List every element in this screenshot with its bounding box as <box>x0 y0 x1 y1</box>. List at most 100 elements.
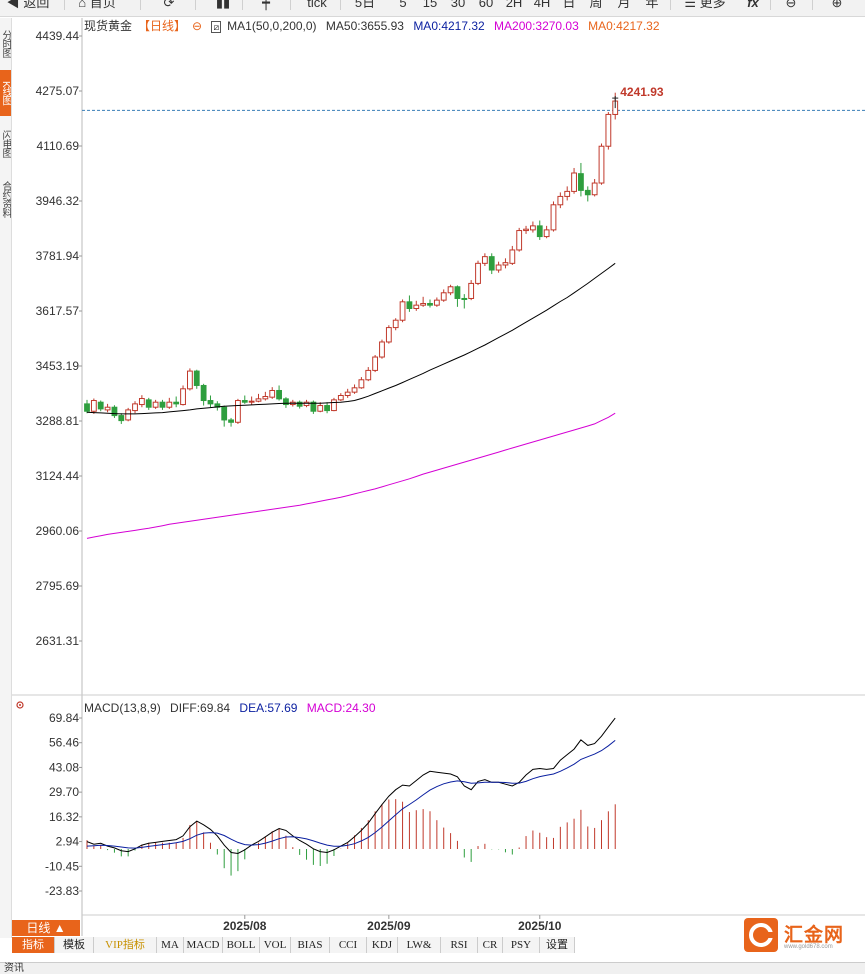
candle <box>152 399 159 409</box>
candle-body-down <box>173 401 180 405</box>
zoom-out-button[interactable]: ⊖ <box>780 0 802 16</box>
candle <box>255 393 262 403</box>
brand-logo-mark <box>744 918 778 952</box>
more-button[interactable]: ☰ 更多 <box>680 0 730 16</box>
tab-bias[interactable]: BIAS <box>291 937 330 953</box>
candle <box>166 397 173 409</box>
period-4h-button[interactable]: 4H <box>533 0 551 10</box>
period-2h-button[interactable]: 2H <box>505 0 523 10</box>
candle-body-up <box>262 396 269 400</box>
tab-kdj[interactable]: KDJ <box>367 937 398 953</box>
candle <box>324 402 331 414</box>
period-month-button[interactable]: 月 <box>617 0 631 10</box>
high-price-marker: 4241.93 <box>612 85 664 109</box>
candle <box>523 225 529 234</box>
sidebar-tab-timeshare[interactable]: 分时图 <box>0 29 11 57</box>
tab-indicators[interactable]: 指标 <box>12 937 55 953</box>
macd-settings-icon[interactable] <box>16 701 24 709</box>
tick-button[interactable]: tick <box>307 0 327 10</box>
candle <box>433 297 440 307</box>
tab-ma[interactable]: MA <box>157 937 184 953</box>
tab-vol[interactable]: VOL <box>260 937 291 953</box>
candle <box>475 260 481 286</box>
tab-settings[interactable]: 设置 <box>540 937 575 953</box>
candle-body-up <box>420 302 427 306</box>
candle-body-up <box>365 369 372 381</box>
tab-lw[interactable]: LW& <box>398 937 441 953</box>
candle <box>379 339 385 359</box>
candle <box>145 397 152 410</box>
tab-vip-indicators[interactable]: VIP指标 <box>94 937 157 953</box>
remove-indicator-icon[interactable]: ⊖ <box>192 19 203 33</box>
tab-boll[interactable]: BOLL <box>223 937 260 953</box>
sidebar-tab-flash[interactable]: 闪电图 <box>0 129 11 157</box>
status-bar: 资讯 <box>0 962 865 974</box>
sidebar-tab-contract-info[interactable]: 合约资料 <box>0 181 11 217</box>
candle <box>598 143 605 185</box>
tab-templates[interactable]: 模板 <box>55 937 94 953</box>
macd-legend: MACD(13,8,9) DIFF:69.84 DEA:57.69 MACD:2… <box>84 701 382 715</box>
candle-body-up <box>248 400 255 403</box>
candle-body-down <box>97 401 104 410</box>
toolbar-divider <box>140 0 141 10</box>
candle-body-down <box>427 302 433 306</box>
candle <box>584 186 591 202</box>
period-5min-button[interactable]: 5 <box>399 0 407 10</box>
candle-body-up <box>372 356 379 371</box>
formula-button[interactable]: fx <box>747 0 759 10</box>
chart-type-button[interactable]: ▮▮ <box>212 0 234 16</box>
price-tick-label: 2631.31 <box>36 634 80 648</box>
zoom-out-icon: ⊖ <box>785 0 797 10</box>
price-tick-label: 3781.94 <box>36 249 80 263</box>
back-button[interactable]: ◀ 返回 <box>4 0 52 16</box>
zoom-in-button[interactable]: ⊕ <box>826 0 848 16</box>
candle <box>420 296 427 307</box>
period-week-button[interactable]: 周 <box>589 0 603 10</box>
toolbar-divider <box>670 0 671 10</box>
candle-body-down <box>454 286 461 299</box>
candle <box>509 245 516 266</box>
menu-icon: ☰ <box>684 0 696 10</box>
candle-body-down <box>84 403 90 412</box>
candle <box>159 399 166 410</box>
ma50-line <box>86 262 616 415</box>
tab-psy[interactable]: PSY <box>503 937 540 953</box>
brand-url: www.gold678.com <box>784 944 833 950</box>
dif-value: DIFF:69.84 <box>170 701 231 715</box>
price-tick-label: 4110.69 <box>37 139 80 153</box>
candle <box>235 398 241 424</box>
candle-body-down <box>296 401 303 407</box>
period-30min-button[interactable]: 30 <box>450 0 466 10</box>
candle-body-up <box>392 319 399 329</box>
candle <box>104 403 111 413</box>
sidebar-tab-kline[interactable]: K线图 <box>0 70 11 116</box>
candle-body-up <box>358 379 365 389</box>
tab-macd[interactable]: MACD <box>184 937 223 953</box>
candle <box>228 417 234 427</box>
home-icon: ⌂ <box>78 0 87 10</box>
period-day-button[interactable]: 日 <box>562 0 576 10</box>
candle-body-up <box>571 172 577 192</box>
period-60min-button[interactable]: 60 <box>478 0 494 10</box>
macd-histogram <box>86 799 616 876</box>
candlestick-button[interactable]: ┿ <box>255 0 277 16</box>
refresh-button[interactable]: ⟳ <box>158 0 180 16</box>
tab-rsi[interactable]: RSI <box>441 937 478 953</box>
period-5d-button[interactable]: 5日 <box>354 0 376 10</box>
date-tick-label: 2025/08 <box>223 919 267 933</box>
tab-cci[interactable]: CCI <box>330 937 367 953</box>
candle-body-up <box>344 391 351 397</box>
candle <box>557 192 564 209</box>
candle <box>502 258 509 269</box>
tab-cr[interactable]: CR <box>478 937 503 953</box>
macd-tick-label: 56.46 <box>49 736 79 750</box>
candle <box>365 367 372 382</box>
period-selector-button[interactable]: 日线 ▲ <box>12 920 80 936</box>
indicator-picker-icon[interactable]: ⧄ <box>211 21 222 33</box>
news-tab[interactable]: 资讯 <box>4 963 24 974</box>
candle <box>495 261 502 273</box>
home-button[interactable]: ⌂ 首页 <box>72 0 122 16</box>
period-15min-button[interactable]: 15 <box>422 0 438 10</box>
period-year-button[interactable]: 年 <box>645 0 659 10</box>
candle <box>372 355 379 373</box>
